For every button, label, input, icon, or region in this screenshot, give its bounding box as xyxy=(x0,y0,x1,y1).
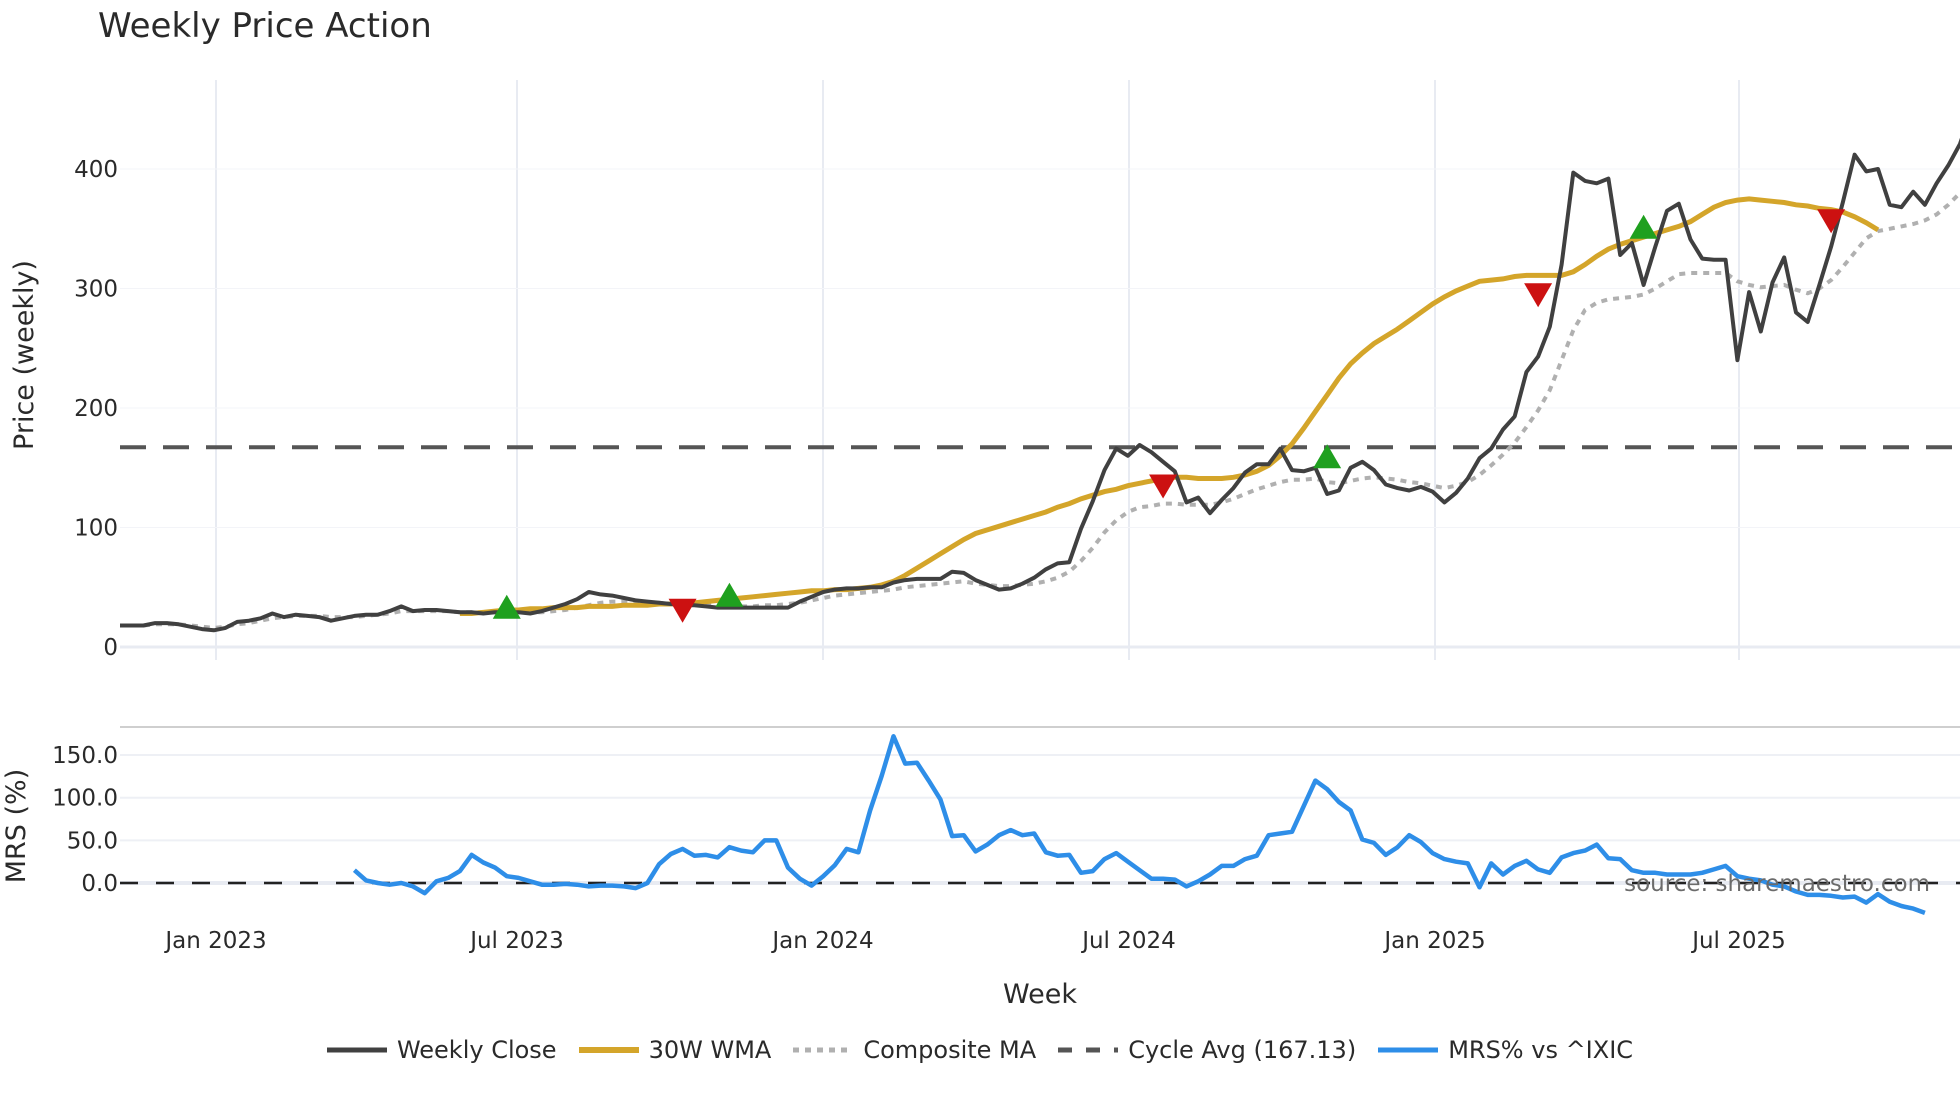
legend: Weekly Close 30W WMA Composite MA Cycle Avg… xyxy=(0,1036,1960,1064)
wma-swatch-icon xyxy=(578,1047,639,1053)
price-y-tick: 200 xyxy=(74,396,118,422)
x-tick: Jul 2025 xyxy=(1690,928,1786,954)
price-gridlines xyxy=(120,80,1960,660)
weekly-close-line xyxy=(120,137,1960,633)
mrs-series xyxy=(352,734,1926,916)
buy-signal-icon xyxy=(1313,444,1342,469)
legend-label: Composite MA xyxy=(863,1036,1037,1064)
price-y-tick: 300 xyxy=(74,277,118,303)
price-y-tick: 100 xyxy=(74,516,118,542)
x-tick-labels: Jan 2023 Jul 2023 Jan 2024 Jul 2024 Jan 2025… xyxy=(163,928,1785,954)
composite-ma-line xyxy=(120,190,1960,630)
mrs-y-tick: 0.0 xyxy=(81,871,118,897)
signal-markers xyxy=(492,209,1846,623)
mrs-gridlines xyxy=(120,754,1960,885)
source-watermark: source: sharemaestro.com xyxy=(1624,871,1930,897)
mrs-y-tick: 50.0 xyxy=(67,828,118,854)
legend-item-cycle[interactable]: Cycle Avg (167.13) xyxy=(1058,1036,1356,1064)
composite-swatch-icon xyxy=(793,1047,854,1053)
x-tick: Jan 2024 xyxy=(770,928,873,954)
price-y-axis-title: Price (weekly) xyxy=(9,260,40,450)
legend-label: Cycle Avg (167.13) xyxy=(1128,1036,1357,1064)
sell-signal-icon xyxy=(1149,474,1178,499)
x-tick: Jan 2023 xyxy=(163,928,266,954)
close-swatch-icon xyxy=(326,1047,387,1053)
x-tick: Jul 2024 xyxy=(1080,928,1176,954)
buy-signal-icon xyxy=(492,594,521,619)
buy-signal-icon xyxy=(715,582,744,607)
price-y-tick-labels: 0 100 200 300 400 xyxy=(74,157,118,661)
legend-label: MRS% vs ^IXIC xyxy=(1448,1036,1634,1064)
legend-item-wma[interactable]: 30W WMA xyxy=(578,1036,772,1064)
mrs-y-tick: 100.0 xyxy=(52,786,118,812)
wma-line xyxy=(459,196,1880,616)
mrs-y-tick: 150.0 xyxy=(52,743,118,769)
legend-label: 30W WMA xyxy=(648,1036,772,1064)
mrs-line xyxy=(352,734,1926,916)
buy-signal-icon xyxy=(1629,214,1658,239)
price-y-tick: 400 xyxy=(74,157,118,183)
x-tick: Jul 2023 xyxy=(468,928,564,954)
legend-label: Weekly Close xyxy=(396,1036,557,1064)
legend-item-composite[interactable]: Composite MA xyxy=(793,1036,1036,1064)
sell-signal-icon xyxy=(1817,209,1846,234)
legend-item-close[interactable]: Weekly Close xyxy=(326,1036,557,1064)
mrs-y-axis-title: MRS (%) xyxy=(1,769,32,884)
price-y-tick: 0 xyxy=(103,635,118,661)
x-axis-title: Week xyxy=(1003,979,1077,1010)
mrs-y-tick-labels: 0.0 50.0 100.0 150.0 xyxy=(52,743,118,897)
sell-signal-icon xyxy=(1524,283,1553,308)
chart-title: Weekly Price Action xyxy=(98,6,432,46)
sell-signal-icon xyxy=(668,598,697,623)
price-series xyxy=(120,137,1960,633)
x-tick: Jan 2025 xyxy=(1382,928,1485,954)
legend-item-mrs[interactable]: MRS% vs ^IXIC xyxy=(1378,1036,1633,1064)
cycle-swatch-icon xyxy=(1058,1047,1119,1053)
mrs-swatch-icon xyxy=(1378,1047,1439,1053)
